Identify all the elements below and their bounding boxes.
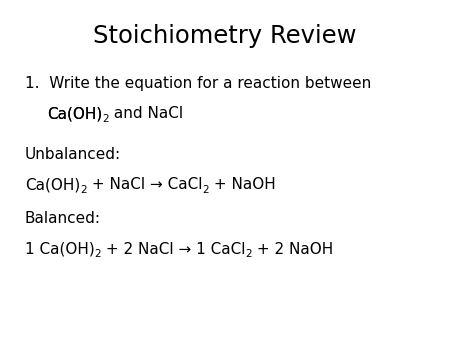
Text: + NaOH: + NaOH (209, 177, 275, 192)
Text: Unbalanced:: Unbalanced: (25, 147, 121, 162)
Text: 2: 2 (202, 185, 209, 195)
Text: + 2 NaOH: + 2 NaOH (252, 242, 333, 257)
Text: + NaCl → CaCl: + NaCl → CaCl (86, 177, 202, 192)
Text: Ca(OH): Ca(OH) (47, 106, 103, 121)
Text: Ca(OH): Ca(OH) (47, 106, 103, 121)
Text: 2: 2 (246, 249, 252, 259)
Text: 1.  Write the equation for a reaction between: 1. Write the equation for a reaction bet… (25, 76, 371, 91)
Text: + 2 NaCl → 1 CaCl: + 2 NaCl → 1 CaCl (101, 242, 246, 257)
Text: Stoichiometry Review: Stoichiometry Review (93, 24, 357, 48)
Text: 2: 2 (94, 249, 101, 259)
Text: 1 Ca(OH): 1 Ca(OH) (25, 242, 94, 257)
Text: 2: 2 (103, 114, 109, 124)
Text: 2: 2 (80, 185, 86, 195)
Text: Ca(OH): Ca(OH) (25, 177, 80, 192)
Text: and NaCl: and NaCl (109, 106, 183, 121)
Text: Balanced:: Balanced: (25, 211, 101, 226)
